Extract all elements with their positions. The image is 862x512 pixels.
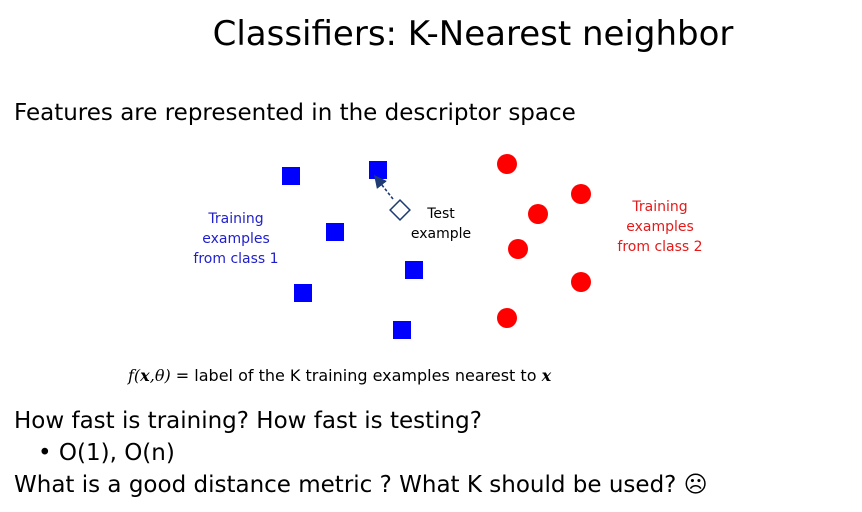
question-speed: How fast is training? How fast is testin… xyxy=(14,408,482,434)
class1-sample xyxy=(369,161,387,179)
class1-sample xyxy=(282,167,300,185)
class1-sample xyxy=(326,223,344,241)
answer-complexity: O(1), O(n) xyxy=(58,440,175,466)
class1-sample xyxy=(294,284,312,302)
class1-label: Training examples from class 1 xyxy=(190,209,282,269)
formula-function: f xyxy=(128,366,134,385)
class2-sample xyxy=(571,184,591,204)
class1-label-line: examples xyxy=(202,231,270,247)
test-example-label: Test example xyxy=(408,204,474,244)
answer-bullet: • O(1), O(n) xyxy=(38,440,175,466)
class2-sample xyxy=(497,308,517,328)
class2-sample xyxy=(528,204,548,224)
formula-arg-theta: θ xyxy=(154,366,165,385)
bullet-icon: • xyxy=(38,440,52,466)
test-label-line: Test xyxy=(427,206,455,222)
class1-label-line: from class 1 xyxy=(193,251,279,267)
class2-sample xyxy=(571,272,591,292)
class1-sample xyxy=(393,321,411,339)
question-metric: What is a good distance metric ? What K … xyxy=(14,472,708,498)
test-example-diamond xyxy=(389,199,411,221)
formula-end-var: x xyxy=(541,366,552,385)
knn-formula: f(x,θ) = label of the K training example… xyxy=(128,366,552,385)
slide-subtitle: Features are represented in the descript… xyxy=(14,100,576,126)
class2-label: Training examples from class 2 xyxy=(612,197,708,257)
formula-arg-x: x xyxy=(140,366,150,385)
class2-label-line: examples xyxy=(626,219,694,235)
class2-sample xyxy=(497,154,517,174)
class2-sample xyxy=(508,239,528,259)
class1-sample xyxy=(405,261,423,279)
class1-label-line: Training xyxy=(208,211,264,227)
formula-text: = label of the K training examples neare… xyxy=(175,366,537,385)
test-label-line: example xyxy=(410,226,472,242)
slide-title: Classifiers: K-Nearest neighbor xyxy=(212,14,734,54)
class2-label-line: Training xyxy=(632,199,688,215)
class2-label-line: from class 2 xyxy=(617,239,703,255)
